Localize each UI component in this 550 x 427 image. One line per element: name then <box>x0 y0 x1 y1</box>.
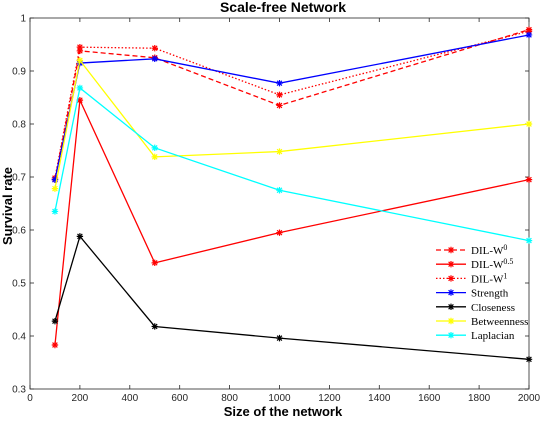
data-point-marker <box>276 102 283 109</box>
data-point-marker <box>525 356 533 363</box>
series-lines <box>51 26 533 363</box>
axis-ticks: 0 200 400 600 800 1000 1200 1400 1600 1800 2000 0.3… <box>12 14 540 405</box>
legend-label: DIL-W0.5 <box>471 257 513 271</box>
series-6-group <box>51 57 533 192</box>
x-tick-label: 200 <box>72 393 89 404</box>
data-point-marker <box>276 334 283 342</box>
chart-title: Scale-free Network <box>220 0 346 15</box>
series-7-group <box>51 84 533 244</box>
legend-marker <box>447 246 455 254</box>
data-point-marker <box>276 187 283 194</box>
legend-label: Betweenness <box>471 316 528 328</box>
data-point-marker <box>76 96 84 104</box>
data-point-marker <box>525 176 533 183</box>
legend-label: DIL-W1 <box>471 271 507 285</box>
x-tick-label: 1200 <box>318 393 341 404</box>
data-point-marker <box>276 91 283 99</box>
data-point-marker <box>51 185 59 192</box>
y-tick-label: 0.3 <box>12 385 26 396</box>
data-point-marker <box>151 259 158 267</box>
legend-label-text: DIL-W <box>471 245 504 257</box>
series-line <box>54 30 530 179</box>
legend-label-text: Laplacian <box>471 330 515 342</box>
legend: DIL-W0DIL-W0.5DIL-W1StrengthClosenessBet… <box>436 243 528 342</box>
data-point-marker <box>51 341 59 349</box>
data-point-marker <box>525 28 533 35</box>
legend-label-text: DIL-W <box>471 273 504 285</box>
data-point-marker <box>76 233 84 240</box>
legend-label-superscript: 1 <box>503 271 507 280</box>
data-point-marker <box>51 208 59 215</box>
x-tick-label: 800 <box>221 393 238 404</box>
x-tick-label: 1800 <box>468 393 491 404</box>
legend-label-text: DIL-W <box>471 259 504 271</box>
legend-label-superscript: 0 <box>503 243 507 252</box>
data-point-marker <box>276 229 283 236</box>
y-tick-label: 0.5 <box>12 279 26 290</box>
data-point-marker <box>76 43 84 51</box>
legend-label: DIL-W0 <box>471 243 507 257</box>
legend-marker <box>447 275 455 282</box>
plot-area <box>29 17 530 390</box>
y-tick-label: 0.4 <box>12 332 26 343</box>
x-tick-label: 1400 <box>368 393 391 404</box>
series-2-group <box>51 96 533 349</box>
data-point-marker <box>276 148 283 155</box>
y-tick-label: 1 <box>20 14 26 25</box>
y-tick-label: 0.8 <box>12 120 26 131</box>
data-point-marker <box>151 323 158 330</box>
legend-label-text: Strength <box>471 288 509 300</box>
data-point-marker <box>151 45 158 52</box>
series-5-group <box>51 233 533 363</box>
x-tick-label: 400 <box>121 393 138 404</box>
legend-label-text: Betweenness <box>471 316 528 328</box>
legend-marker <box>447 303 455 310</box>
data-point-marker <box>276 79 283 87</box>
x-tick-label: 600 <box>171 393 188 404</box>
legend-marker <box>447 332 455 339</box>
legend-label: Closeness <box>471 302 515 314</box>
x-tick-label: 1000 <box>268 393 291 404</box>
data-point-marker <box>76 57 84 64</box>
x-tick-label: 0 <box>27 393 33 404</box>
y-tick-label: 0.9 <box>12 67 26 78</box>
legend-label-superscript: 0.5 <box>503 257 513 266</box>
legend-label-text: Closeness <box>471 302 515 314</box>
data-point-marker <box>51 317 59 325</box>
y-tick-label: 0.7 <box>12 173 26 184</box>
data-point-marker <box>151 55 158 63</box>
legend-marker <box>447 289 455 296</box>
data-point-marker <box>525 120 533 128</box>
data-point-marker <box>525 237 533 244</box>
x-tick-label: 1600 <box>418 393 441 404</box>
legend-label: Laplacian <box>471 330 515 342</box>
legend-label: Strength <box>471 288 509 300</box>
legend-marker <box>447 317 455 325</box>
x-axis-label: Size of the network <box>224 404 343 419</box>
data-point-marker <box>76 47 84 55</box>
data-point-marker <box>51 176 59 183</box>
legend-marker <box>447 261 455 268</box>
y-tick-label: 0.6 <box>12 226 26 237</box>
y-axis-label: Survival rate <box>0 167 15 245</box>
data-point-marker <box>151 144 158 152</box>
x-tick-label: 2000 <box>518 393 541 404</box>
data-point-marker <box>525 31 533 39</box>
data-point-marker <box>76 84 84 92</box>
series-line <box>54 29 530 180</box>
data-point-marker <box>151 153 158 161</box>
